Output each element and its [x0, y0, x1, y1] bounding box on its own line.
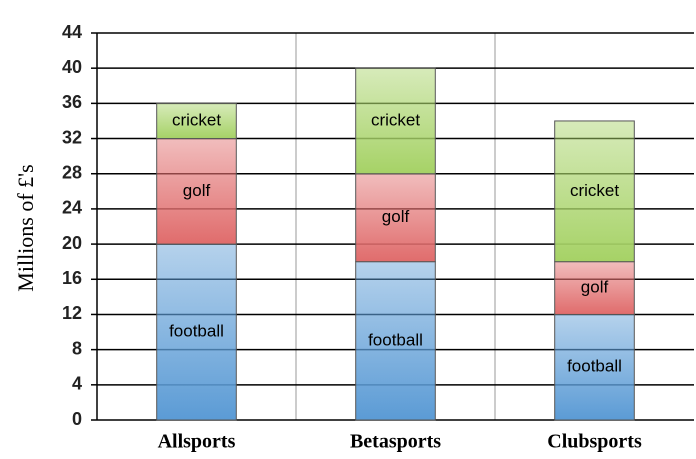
x-tick-label: Betasports — [350, 431, 441, 453]
segment-label: cricket — [172, 110, 221, 129]
segment-label: golf — [183, 181, 211, 200]
y-tick-label: 44 — [62, 22, 82, 42]
bar-segment — [554, 261, 635, 315]
y-tick-label: 8 — [72, 338, 82, 358]
segment-label: football — [368, 330, 423, 349]
bar-segment — [156, 243, 237, 421]
y-tick-label: 4 — [72, 374, 82, 394]
y-tick-label: 12 — [62, 303, 82, 323]
bar-segment — [355, 261, 436, 421]
segment-label: football — [169, 322, 224, 341]
y-tick-label: 24 — [62, 198, 82, 218]
y-tick-label: 40 — [62, 57, 82, 77]
y-tick-label: 20 — [62, 233, 82, 253]
y-tick-label: 32 — [62, 127, 82, 147]
y-tick-label: 16 — [62, 268, 82, 288]
bar-segment — [355, 173, 436, 263]
segment-label: golf — [382, 207, 410, 226]
y-axis-title: Millions of £'s — [13, 164, 38, 291]
bar-segment — [355, 67, 436, 175]
x-tick-label: Allsports — [158, 431, 236, 453]
segment-label: cricket — [570, 181, 619, 200]
bar-segment — [554, 313, 635, 421]
y-tick-label: 28 — [62, 162, 82, 182]
segment-label: golf — [581, 278, 609, 297]
segment-label: football — [567, 357, 622, 376]
y-tick-label: 0 — [72, 409, 82, 429]
bar-segment — [554, 120, 635, 263]
x-tick-label: Clubsports — [547, 431, 642, 453]
bar-segment — [156, 138, 237, 245]
y-tick-label: 36 — [62, 92, 82, 112]
bar-segment — [156, 102, 237, 140]
segment-label: cricket — [371, 110, 420, 129]
